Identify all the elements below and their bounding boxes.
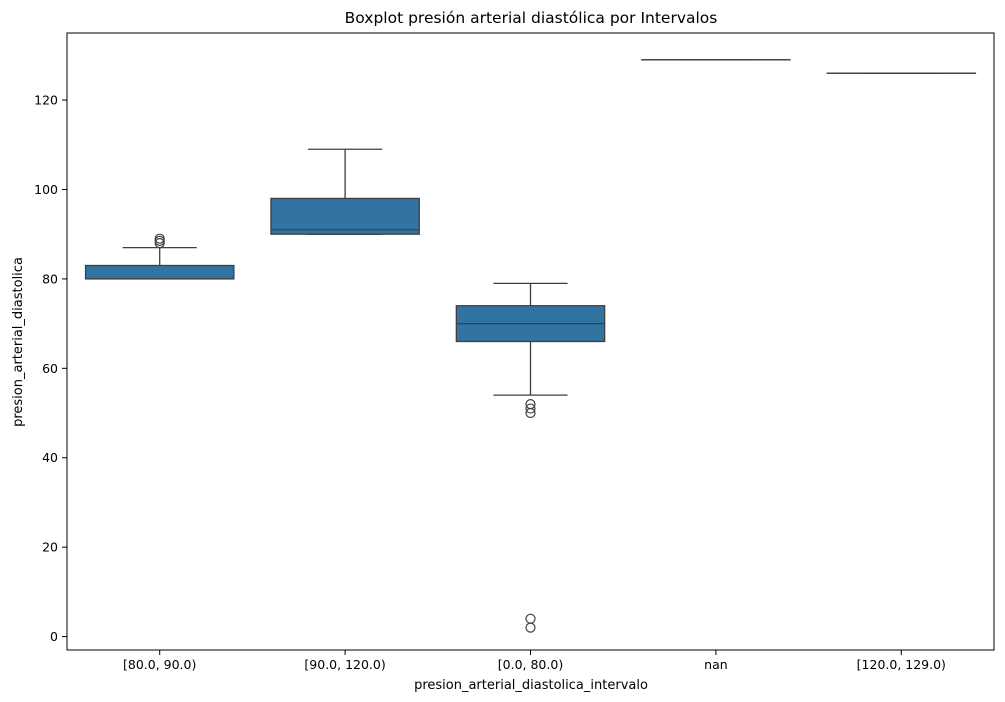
- x-tick-label: [90.0, 120.0): [304, 657, 385, 672]
- x-axis: [80.0, 90.0) [90.0, 120.0) [0.0, 80.0) nan […: [123, 650, 946, 672]
- outlier-point: [525, 407, 536, 419]
- y-tick-label: 80: [42, 271, 58, 286]
- box: [84, 264, 235, 280]
- y-tick-label: 120: [34, 93, 58, 108]
- box-group: [455, 282, 606, 633]
- y-tick-label: 60: [42, 361, 58, 376]
- y-tick-label: 20: [42, 540, 58, 555]
- x-axis-label: presion_arterial_diastolica_intervalo: [414, 678, 648, 693]
- y-tick-label: 40: [42, 450, 58, 465]
- y-tick-label: 100: [34, 182, 58, 197]
- box-group: [270, 148, 420, 235]
- x-tick-label: nan: [704, 657, 728, 672]
- chart-title: Boxplot presión arterial diastólica por …: [345, 9, 718, 27]
- x-tick-label: [0.0, 80.0): [498, 657, 563, 672]
- x-tick-label: [120.0, 129.0): [857, 657, 946, 672]
- y-axis: 0 20 40 60 80 100 120: [34, 93, 67, 644]
- box: [270, 197, 420, 235]
- x-tick-label: [80.0, 90.0): [123, 657, 196, 672]
- outlier-point: [154, 235, 165, 247]
- box-group: [84, 233, 235, 280]
- outlier-point: [525, 622, 536, 633]
- plot-area: [66, 32, 995, 651]
- outlier-point: [525, 403, 536, 414]
- y-tick-label: 0: [50, 629, 58, 644]
- y-axis-label: presion_arterial_diastolica: [11, 257, 26, 427]
- outlier-point: [154, 233, 165, 244]
- outlier-point: [525, 613, 536, 624]
